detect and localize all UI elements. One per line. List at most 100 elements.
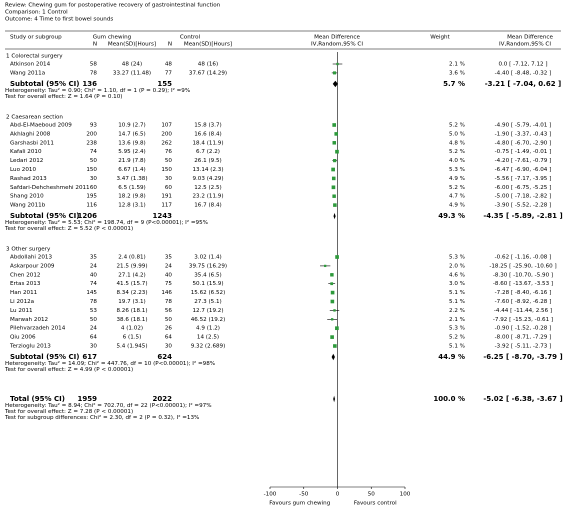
effect: -5.00 [ -7.18, -2.82 ] (495, 194, 552, 200)
study-name: Chen 2012 (10, 272, 40, 278)
ctrl-mean-sd: 3.02 (1.4) (194, 255, 222, 261)
ctrl-n: 191 (161, 194, 172, 200)
ctrl-n: 64 (165, 335, 173, 341)
ctrl-mean-sd: 23.2 (11.9) (192, 194, 223, 200)
study-name: Garshasbi 2011 (10, 140, 54, 146)
gum-n: 35 (90, 255, 98, 261)
effect: -0.90 [ -1.52, -0.28 ] (495, 326, 552, 332)
comparison: Comparison: 1 Control (5, 10, 68, 16)
gum-n: 78 (90, 70, 98, 76)
gum-mean-sd: 13.6 (9.8) (118, 140, 146, 146)
study-name: Lu 2011 (10, 308, 33, 314)
study-name: Shang 2010 (10, 194, 44, 200)
ctrl-mean-sd: 4.9 (1.2) (196, 326, 220, 332)
study-square (335, 326, 339, 331)
ctrl-n: 76 (165, 149, 173, 155)
weight: 4.0 % (449, 158, 465, 164)
subtotal-effect: -4.35 [ -5.89, -2.81 ] (483, 212, 562, 220)
study-square (333, 203, 337, 207)
gum-mean-sd: 8.26 (18.1) (116, 308, 147, 314)
effect: -3.92 [ -5.11, -2.73 ] (495, 344, 552, 350)
effect: -5.56 [ -7.17, -3.95 ] (495, 176, 552, 182)
ctrl-n: 48 (165, 62, 173, 68)
ctrl-mean-sd: 9.32 (2.689) (191, 344, 226, 350)
study-name: Safdari-Dehcheshmehi 2011 (10, 185, 90, 191)
subtotal-ctrl-n: 155 (157, 80, 172, 88)
subtotal-weight: 5.7 % (443, 80, 465, 88)
col-header: Study or subgroup (10, 35, 62, 41)
gum-n: 60 (90, 185, 98, 191)
study-name: Li 2012a (10, 299, 34, 305)
ctrl-n: 262 (161, 140, 172, 146)
ctrl-mean-sd: 9.03 (4.29) (192, 176, 223, 182)
x-tick-label: 0 (336, 492, 340, 498)
effect: -7.28 [ -8.40, -6.16 ] (495, 290, 552, 296)
study-name: Ertas 2013 (10, 281, 41, 287)
subtotal-gum-n: 617 (82, 353, 97, 361)
favours-right: Favours control (354, 501, 397, 507)
gum-n: 24 (90, 326, 98, 332)
col-header: Gum chewing (93, 35, 132, 41)
effect: -4.80 [ -6.70, -2.90 ] (495, 140, 552, 146)
x-tick-label: 100 (400, 492, 411, 498)
study-square (335, 255, 339, 259)
study-square (332, 141, 337, 145)
subtotal-gum-n: 136 (82, 80, 97, 88)
ctrl-mean-sd: 6.7 (2.2) (196, 149, 220, 155)
effect: -1.90 [ -3.37, -0.43 ] (495, 131, 552, 137)
gum-mean-sd: 3.47 (1.38) (116, 176, 147, 182)
gum-mean-sd: 5.4 (1.945) (116, 344, 147, 350)
weight: 5.3 % (449, 255, 465, 261)
gum-n: 40 (90, 272, 98, 278)
ctrl-n: 150 (161, 167, 172, 173)
subtotal-weight: 100.0 % (433, 395, 465, 403)
effect: -4.90 [ -5.79, -4.01 ] (495, 123, 552, 129)
study-name: Askarpour 2009 (10, 263, 55, 269)
subtotal-effect: -5.02 [ -6.38, -3.67 ] (483, 395, 562, 403)
study-square (333, 71, 337, 75)
weight: 5.1 % (449, 290, 465, 296)
heterogeneity: Heterogeneity: Tau² = 14.09; Chi² = 447.… (5, 360, 215, 367)
study-name: Atkinson 2014 (10, 62, 51, 68)
col-header: Weight (430, 35, 450, 41)
ctrl-n: 50 (165, 317, 173, 323)
study-square (332, 194, 336, 198)
subtotal-weight: 44.9 % (438, 353, 465, 361)
ctrl-n: 60 (165, 185, 173, 191)
summary-diamond (332, 80, 338, 88)
subtotal-weight: 49.3 % (438, 212, 465, 220)
gum-mean-sd: 21.9 (7.8) (118, 158, 146, 164)
gum-n: 64 (90, 335, 98, 341)
gum-n: 58 (90, 62, 98, 68)
study-name: Qiu 2006 (10, 335, 36, 341)
effect: -8.30 [ -10.70, -5.90 ] (493, 272, 553, 278)
ctrl-mean-sd: 16.7 (8.4) (194, 203, 222, 209)
gum-mean-sd: 19.7 (3.1) (118, 299, 146, 305)
weight: 3.0 % (449, 281, 465, 287)
ctrl-n: 26 (165, 326, 173, 332)
study-name: Luo 2010 (10, 167, 36, 173)
ctrl-mean-sd: 39.75 (16.29) (189, 263, 227, 269)
gum-n: 50 (90, 158, 98, 164)
weight: 4.8 % (449, 140, 465, 146)
weight: 5.2 % (449, 185, 465, 191)
study-name: Rashad 2013 (10, 176, 47, 182)
gum-n: 53 (90, 308, 98, 314)
ctrl-n: 50 (165, 158, 173, 164)
overall-effect: Test for overall effect: Z = 5.52 (P < 0… (4, 226, 133, 232)
summary-diamond (331, 353, 335, 361)
study-name: Wang 2011a (10, 70, 45, 76)
study-square (330, 318, 334, 321)
effect: 0.0 [ -7.12, 7.12 ] (498, 62, 547, 68)
weight: 2.2 % (449, 308, 465, 314)
heterogeneity: Heterogeneity: Tau² = 5.53; Chi² = 198.7… (5, 219, 208, 226)
gum-n: 50 (90, 317, 98, 323)
study-name: Wang 2011b (10, 203, 46, 209)
gum-mean-sd: 4 (1.02) (121, 326, 143, 332)
gum-mean-sd: 6 (1.5) (123, 335, 142, 341)
gum-n: 24 (90, 263, 98, 269)
gum-n: 30 (90, 176, 98, 182)
study-name: Marwah 2012 (10, 317, 48, 323)
col-header: IV,Random,95% CI (311, 42, 363, 48)
